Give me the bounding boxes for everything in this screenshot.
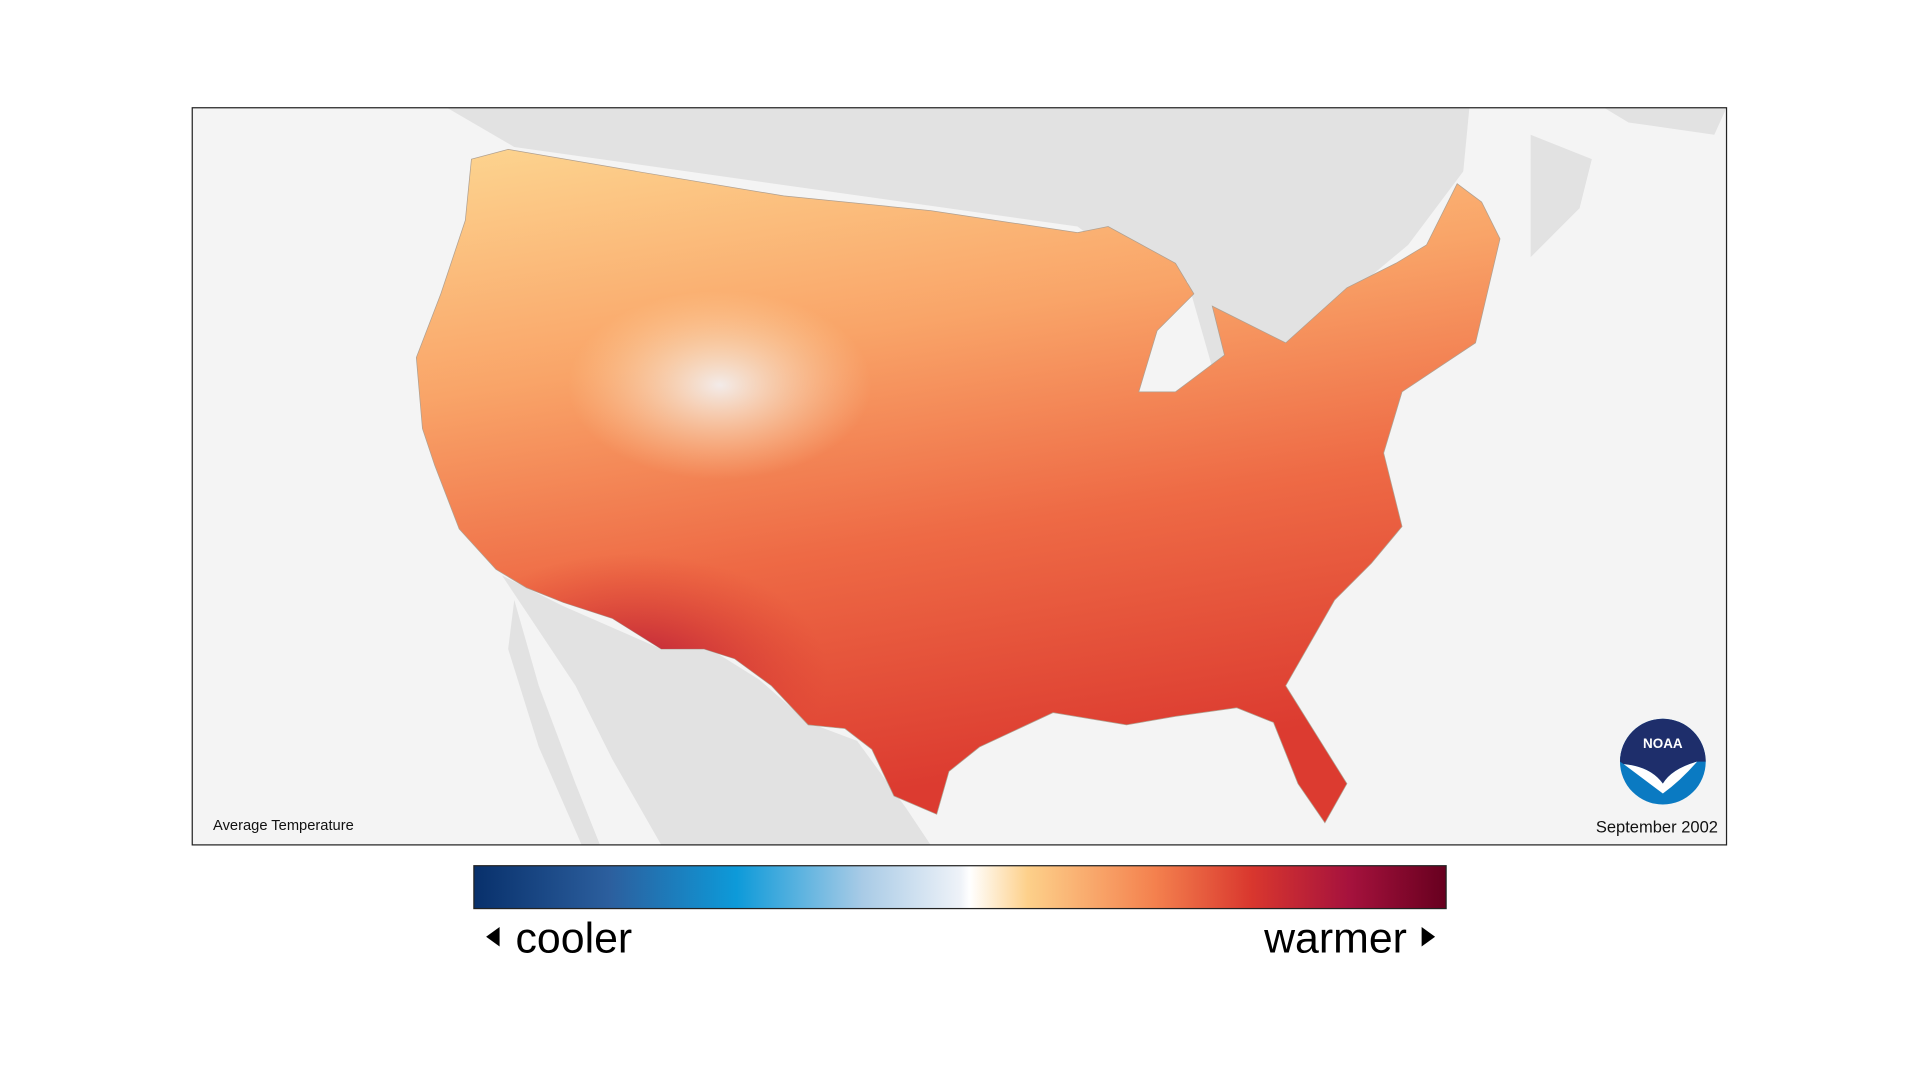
map-date: September 2002 bbox=[1596, 818, 1718, 837]
cooler-label: cooler bbox=[516, 915, 633, 963]
desert-heat bbox=[416, 149, 1500, 823]
noaa-logo: NOAA bbox=[1620, 718, 1706, 805]
logo-text: NOAA bbox=[1643, 736, 1683, 751]
map-border bbox=[191, 107, 1728, 846]
logo-top bbox=[1620, 718, 1706, 784]
canada-land bbox=[446, 107, 1470, 368]
warmer-arrow bbox=[1421, 926, 1436, 947]
cooler-arrow bbox=[486, 926, 500, 947]
logo-bird bbox=[1623, 761, 1698, 794]
baja-land bbox=[508, 600, 600, 845]
atlantic-land bbox=[1530, 134, 1592, 258]
mexico-land bbox=[502, 575, 931, 845]
color-scale bbox=[473, 865, 1447, 910]
warmer-label: warmer bbox=[1263, 915, 1407, 963]
greenland-land bbox=[1604, 107, 1727, 135]
map-title: Average Temperature bbox=[213, 818, 354, 834]
basemap bbox=[415, 107, 1727, 845]
